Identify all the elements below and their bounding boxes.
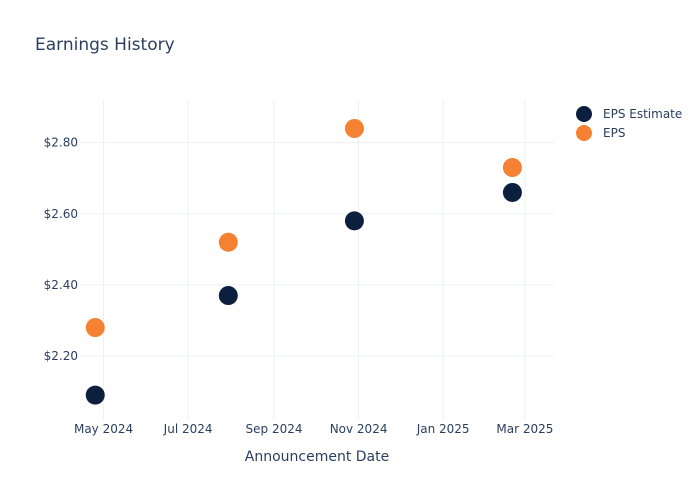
data-points [85, 118, 522, 405]
eps-estimate-point[interactable] [85, 385, 105, 405]
eps-estimate-point[interactable] [344, 211, 364, 231]
x-tick-label: Sep 2024 [246, 422, 303, 436]
eps-point[interactable] [502, 158, 522, 178]
eps-estimate-point[interactable] [502, 182, 522, 202]
legend-marker [576, 125, 592, 141]
x-tick-label: Mar 2025 [496, 422, 553, 436]
x-axis-title: Announcement Date [245, 449, 389, 465]
eps-point[interactable] [85, 318, 105, 338]
y-tick-label: $2.20 [44, 349, 78, 363]
y-tick-label: $2.80 [44, 136, 78, 150]
axes: May 2024 Jul 2024 Sep 2024 Nov 2024 Jan 2025… [44, 136, 554, 436]
eps-estimate-point[interactable] [218, 286, 238, 306]
legend-item-eps[interactable]: EPS [576, 125, 625, 141]
x-tick-label: Nov 2024 [330, 422, 388, 436]
grid [80, 100, 554, 420]
legend-marker [576, 106, 592, 122]
x-tick-label: Jul 2024 [163, 422, 213, 436]
legend[interactable]: EPS Estimate EPS [576, 106, 682, 141]
legend-label: EPS Estimate [603, 107, 682, 121]
chart-title: Earnings History [35, 35, 175, 55]
x-tick-label: May 2024 [74, 422, 133, 436]
legend-label: EPS [603, 126, 625, 140]
eps-point[interactable] [344, 118, 364, 138]
y-tick-label: $2.60 [44, 207, 78, 221]
y-tick-label: $2.40 [44, 278, 78, 292]
legend-item-eps-estimate[interactable]: EPS Estimate [576, 106, 682, 122]
x-tick-label: Jan 2025 [416, 422, 470, 436]
eps-point[interactable] [218, 232, 238, 252]
